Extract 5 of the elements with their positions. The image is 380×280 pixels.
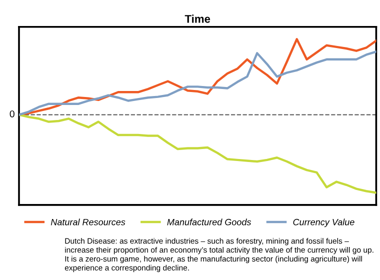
legend-label: Currency Value <box>293 218 354 228</box>
ref-line-label: 0 <box>10 110 14 118</box>
legend-label: Natural Resources <box>50 218 126 226</box>
legend-label: Manufactured Goods <box>167 218 252 226</box>
chart-title: Time <box>184 14 210 23</box>
